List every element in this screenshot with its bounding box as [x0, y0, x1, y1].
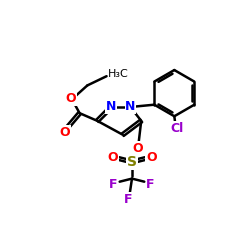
Text: F: F [146, 178, 155, 190]
Text: N: N [106, 100, 116, 114]
Text: O: O [146, 150, 156, 164]
Text: F: F [124, 193, 132, 206]
Text: N: N [125, 100, 136, 114]
Text: O: O [108, 150, 118, 164]
Text: O: O [66, 92, 76, 105]
Text: F: F [109, 178, 118, 190]
Text: S: S [127, 156, 137, 170]
Text: Cl: Cl [171, 122, 184, 135]
Text: O: O [60, 126, 70, 139]
Text: H₃C: H₃C [108, 69, 129, 79]
Text: O: O [133, 142, 143, 155]
